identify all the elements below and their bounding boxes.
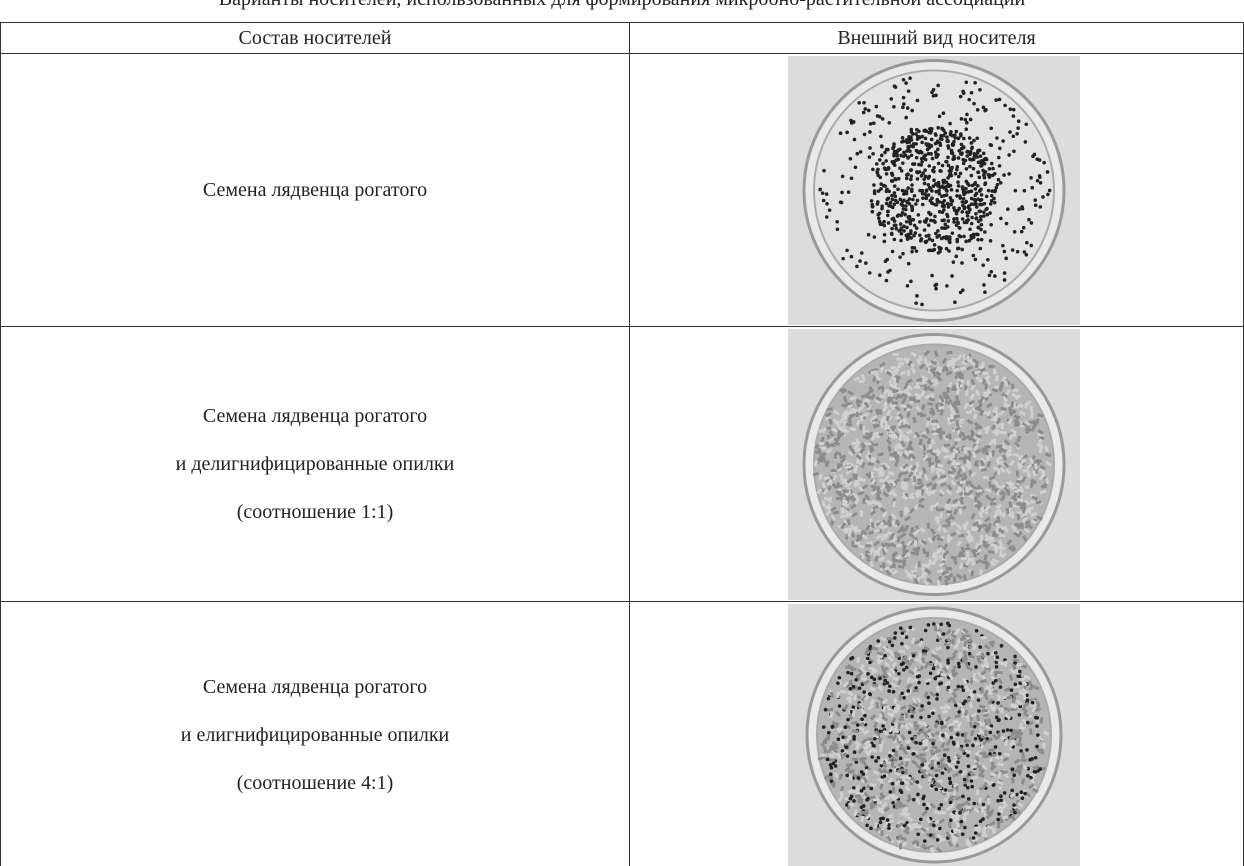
cell-line: и делигнифицированные опилки [175, 453, 455, 475]
dish-photo [788, 55, 1080, 325]
header-cell: Внешний вид носителя [629, 22, 1244, 54]
cell-line: (соотношение 1:1) [236, 501, 394, 523]
text-cell: Семена лядвенца рогатого [0, 53, 630, 327]
cell-line: Семена лядвенца рогатого [202, 179, 428, 201]
text-cell: Семена лядвенца рогатого и елигнифицирова… [0, 601, 630, 866]
header-row: Состав носителей Внешний вид носителя [0, 22, 1244, 54]
cell-line: Семена лядвенца рогатого [202, 405, 428, 427]
table-row: Семена лядвенца рогатого и делигнифициров… [0, 326, 1244, 602]
header-cell: Состав носителей [0, 22, 630, 54]
image-cell [629, 326, 1244, 602]
text-cell: Семена лядвенца рогатого и делигнифициров… [0, 326, 630, 602]
table-row: Семена лядвенца рогатого [0, 53, 1244, 327]
cell-line: и елигнифицированные опилки [180, 723, 450, 746]
table-caption: Варианты носителей, использованных для ф… [0, 0, 1244, 11]
dish-photo [788, 603, 1080, 866]
image-cell [629, 53, 1244, 327]
table: Состав носителей Внешний вид носителя Се… [0, 22, 1244, 866]
cell-line: (соотношение 4:1) [236, 771, 394, 794]
table-body: Семена лядвенца рогатого Семена лядвенца … [0, 53, 1244, 866]
image-cell [629, 601, 1244, 866]
cell-line: Семена лядвенца рогатого [202, 675, 428, 698]
dish-photo [788, 328, 1080, 600]
table-row: Семена лядвенца рогатого и елигнифицирова… [0, 601, 1244, 866]
